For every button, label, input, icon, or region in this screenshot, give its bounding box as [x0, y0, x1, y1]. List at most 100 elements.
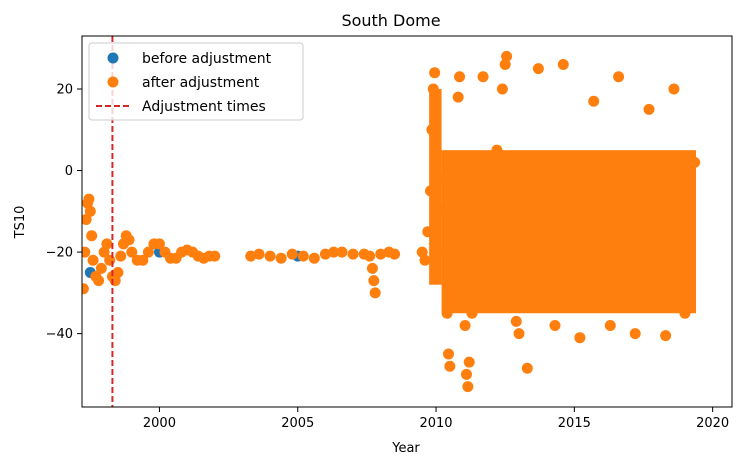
data-point [582, 246, 594, 258]
data-point [541, 246, 553, 258]
data-point [427, 83, 439, 95]
data-point [375, 248, 387, 260]
y-axis: 20 0 −20 −40 [46, 83, 82, 342]
data-point [459, 319, 471, 331]
data-point [588, 95, 600, 107]
data-point [477, 71, 489, 83]
data-point [563, 205, 575, 217]
data-point [253, 248, 265, 260]
data-point [532, 63, 544, 75]
data-point [574, 332, 586, 344]
data-point [689, 156, 701, 168]
data-point [87, 254, 99, 266]
data-point [463, 356, 475, 368]
data-point [444, 360, 456, 372]
data-point [557, 59, 569, 71]
data-point [629, 328, 641, 340]
legend-box [88, 42, 304, 121]
data-point [319, 248, 331, 260]
legend-label: after adjustment [142, 75, 260, 91]
data-point [336, 246, 348, 258]
data-point [368, 275, 380, 287]
data-point [447, 287, 459, 299]
data-point [496, 83, 508, 95]
data-point [366, 262, 378, 274]
data-point [637, 205, 649, 217]
data-point [462, 381, 474, 393]
data-point [613, 71, 625, 83]
data-point [436, 205, 448, 217]
legend-entry: after adjustment [107, 75, 260, 91]
data-point [455, 185, 467, 197]
y-tick-label: 20 [56, 83, 73, 98]
data-point [472, 205, 484, 217]
data-point [419, 254, 431, 266]
data-point [95, 262, 107, 274]
data-point [668, 83, 680, 95]
data-point [153, 238, 165, 250]
data-point [308, 252, 320, 264]
y-tick-label: −40 [46, 327, 73, 342]
data-point [93, 275, 105, 287]
x-axis: 2000 2005 2010 2015 2020 [143, 407, 729, 431]
legend: before adjustment after adjustment Adjustm… [88, 42, 304, 121]
plot-frame [81, 35, 733, 408]
data-point [438, 246, 450, 258]
legend-entry: before adjustment [107, 51, 272, 67]
data-point [101, 238, 113, 250]
data-point [286, 248, 298, 260]
data-point [685, 246, 697, 258]
legend-label: before adjustment [142, 51, 272, 67]
x-axis-label: Year [391, 441, 420, 456]
data-point [364, 250, 376, 262]
data-point [137, 254, 149, 266]
data-point [452, 91, 464, 103]
data-point [389, 248, 401, 260]
legend-label: Adjustment times [142, 99, 266, 115]
data-point [347, 248, 359, 260]
y-tick-label: −20 [46, 246, 73, 261]
x-tick-label: 2000 [143, 416, 176, 431]
data-point [499, 59, 511, 71]
x-tick-label: 2010 [419, 416, 452, 431]
data-point [442, 348, 454, 360]
data-point [104, 254, 116, 266]
data-point [82, 283, 89, 295]
data-point [513, 328, 525, 340]
data-point [618, 185, 630, 197]
data-point [673, 185, 685, 197]
data-point [369, 287, 381, 299]
data-point [604, 319, 616, 331]
data-point [426, 124, 438, 136]
data-point [142, 246, 154, 258]
data-point [82, 213, 92, 225]
data-point [86, 230, 98, 242]
data-point [510, 315, 522, 327]
data-point [126, 246, 138, 258]
data-point [83, 193, 95, 205]
data-point [505, 205, 517, 217]
data-point [245, 250, 257, 262]
data-point [441, 307, 453, 319]
data-point [112, 266, 124, 278]
data-point [527, 246, 539, 258]
plot-area [82, 36, 701, 407]
data-point [660, 330, 672, 342]
data-point [651, 246, 663, 258]
dense-band [472, 150, 697, 314]
data-point [115, 250, 127, 262]
data-point [449, 226, 461, 238]
data-point [84, 205, 96, 217]
data-point [429, 67, 441, 79]
data-point [521, 362, 533, 374]
data-point [264, 250, 276, 262]
data-point [485, 287, 497, 299]
data-point [458, 266, 470, 278]
data-point [549, 319, 561, 331]
data-point [466, 307, 478, 319]
data-point [430, 107, 442, 119]
data-point [643, 103, 655, 115]
data-point [596, 226, 608, 238]
